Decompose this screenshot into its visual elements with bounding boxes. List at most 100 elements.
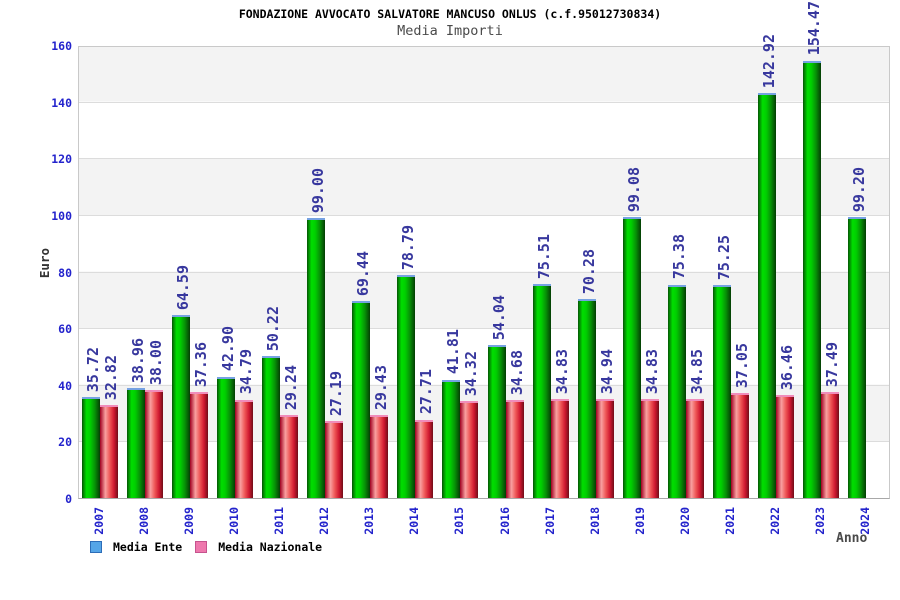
y-axis-title: Euro xyxy=(37,248,52,279)
bar-media-ente-2020 xyxy=(668,284,686,498)
x-tick-label-2007: 2007 xyxy=(91,507,106,535)
x-axis-title: Anno xyxy=(836,531,868,546)
legend-label-media-ente: Media Ente xyxy=(113,540,183,554)
x-tick-label-2017: 2017 xyxy=(542,507,557,535)
x-tick-label-2021: 2021 xyxy=(723,507,738,535)
x-tick-label-2013: 2013 xyxy=(362,507,377,535)
bar-value-label: 32.82 xyxy=(101,354,120,401)
legend: Media Ente Media Nazionale xyxy=(90,540,322,554)
legend-swatch-pink-icon xyxy=(195,541,208,553)
bar-media-nazionale-2013 xyxy=(370,414,389,498)
bar-value-label: 70.28 xyxy=(579,248,598,295)
y-tick-label: 80 xyxy=(58,265,72,280)
bar-value-label: 37.05 xyxy=(733,342,752,389)
bar-media-ente-2013 xyxy=(352,301,371,498)
bar-media-nazionale-2016 xyxy=(505,399,524,498)
bar-value-label: 27.71 xyxy=(417,369,436,415)
x-tick-label-2015: 2015 xyxy=(452,507,467,535)
bar-media-ente-2016 xyxy=(487,345,506,498)
bar-value-label: 34.68 xyxy=(507,349,526,395)
bar-value-label: 142.92 xyxy=(760,34,779,89)
x-tick-label-2011: 2011 xyxy=(272,507,286,535)
gridline xyxy=(79,441,889,443)
bar-media-ente-2012 xyxy=(307,217,326,498)
chart-subtitle: Media Importi xyxy=(397,23,503,39)
bar-media-ente-2022 xyxy=(758,93,777,498)
x-tick-label-2009: 2009 xyxy=(181,507,196,535)
bar-media-nazionale-2022 xyxy=(776,394,795,498)
bar-value-label: 34.79 xyxy=(236,349,255,395)
chart-title: FONDAZIONE AVVOCATO SALVATORE MANCUSO ON… xyxy=(238,7,662,21)
bar-value-label: 35.72 xyxy=(83,346,102,392)
x-tick-label-2016: 2016 xyxy=(497,507,512,535)
bar-media-ente-2024 xyxy=(848,217,867,498)
bar-media-nazionale-2020 xyxy=(686,399,704,498)
gridline xyxy=(79,271,889,273)
gridline xyxy=(79,328,889,330)
y-tick-label: 60 xyxy=(58,322,72,337)
bar-value-label: 99.00 xyxy=(309,167,328,213)
x-tick-label-2019: 2019 xyxy=(632,507,647,535)
x-tick-label-2008: 2008 xyxy=(136,507,151,535)
x-tick-label-2012: 2012 xyxy=(317,507,332,535)
y-tick-label: 40 xyxy=(58,378,72,393)
bar-media-nazionale-2015 xyxy=(460,400,479,498)
bar-media-nazionale-2019 xyxy=(640,399,659,498)
bar-value-label: 75.38 xyxy=(670,234,688,280)
bar-media-ente-2010 xyxy=(216,376,235,498)
bar-media-nazionale-2018 xyxy=(595,399,614,498)
gridline xyxy=(79,158,889,160)
y-tick-label: 120 xyxy=(51,152,72,167)
bar-value-label: 41.81 xyxy=(444,329,463,375)
x-tick-label-2023: 2023 xyxy=(813,507,828,535)
bar-media-nazionale-2012 xyxy=(325,421,344,498)
bar-value-label: 50.22 xyxy=(264,305,282,351)
bar-value-label: 38.96 xyxy=(128,337,147,383)
bar-media-ente-2018 xyxy=(577,299,596,498)
bar-value-label: 75.51 xyxy=(534,234,553,280)
bar-media-nazionale-2009 xyxy=(189,392,208,498)
bar-value-label: 69.44 xyxy=(354,251,373,297)
bar-media-ente-2023 xyxy=(803,60,822,498)
bar-media-ente-2014 xyxy=(397,274,416,498)
bar-media-nazionale-2011 xyxy=(280,415,298,498)
bar-media-ente-2019 xyxy=(622,217,641,498)
bar-value-label: 34.83 xyxy=(642,349,661,395)
bar-value-label: 42.90 xyxy=(218,326,237,372)
bar-value-label: 29.43 xyxy=(372,364,391,410)
y-tick-label: 20 xyxy=(58,435,72,450)
bar-value-label: 54.04 xyxy=(489,294,508,340)
x-tick-label-2020: 2020 xyxy=(678,507,692,535)
bar-media-nazionale-2010 xyxy=(234,399,253,498)
gridline xyxy=(79,101,889,103)
y-tick-label: 140 xyxy=(51,95,72,110)
bar-media-ente-2009 xyxy=(171,315,190,498)
bar-media-nazionale-2023 xyxy=(821,391,840,498)
x-tick-label-2010: 2010 xyxy=(226,507,241,535)
legend-item-media-nazionale: Media Nazionale xyxy=(195,540,322,554)
bar-media-ente-2007 xyxy=(81,396,100,498)
legend-swatch-blue-icon xyxy=(90,541,102,553)
bar-value-label: 99.08 xyxy=(624,167,643,213)
x-tick-label-2018: 2018 xyxy=(587,507,602,535)
bar-value-label: 38.00 xyxy=(146,340,165,386)
bar-value-label: 37.49 xyxy=(823,341,842,387)
bar-value-label: 64.59 xyxy=(173,264,192,311)
bar-value-label: 75.25 xyxy=(715,234,734,280)
bar-media-nazionale-2014 xyxy=(415,419,434,498)
bar-media-ente-2011 xyxy=(262,355,280,498)
y-tick-label: 100 xyxy=(51,208,72,223)
bar-value-label: 27.19 xyxy=(327,370,346,417)
x-tick-label-2022: 2022 xyxy=(768,507,783,535)
legend-item-media-ente: Media Ente xyxy=(90,540,182,554)
bar-media-ente-2021 xyxy=(713,284,732,498)
bar-value-label: 36.46 xyxy=(778,344,797,390)
bar-media-nazionale-2008 xyxy=(144,390,163,498)
bar-media-ente-2015 xyxy=(442,379,461,498)
bar-value-label: 37.36 xyxy=(191,342,210,388)
x-tick-label-2014: 2014 xyxy=(407,507,422,535)
plot-area: 35.72 32.82 38.96 38.00 64.59 37.36 42.90 34.79… xyxy=(78,1,890,499)
bar-value-label: 34.83 xyxy=(552,349,571,395)
bar-media-nazionale-2021 xyxy=(731,393,750,498)
